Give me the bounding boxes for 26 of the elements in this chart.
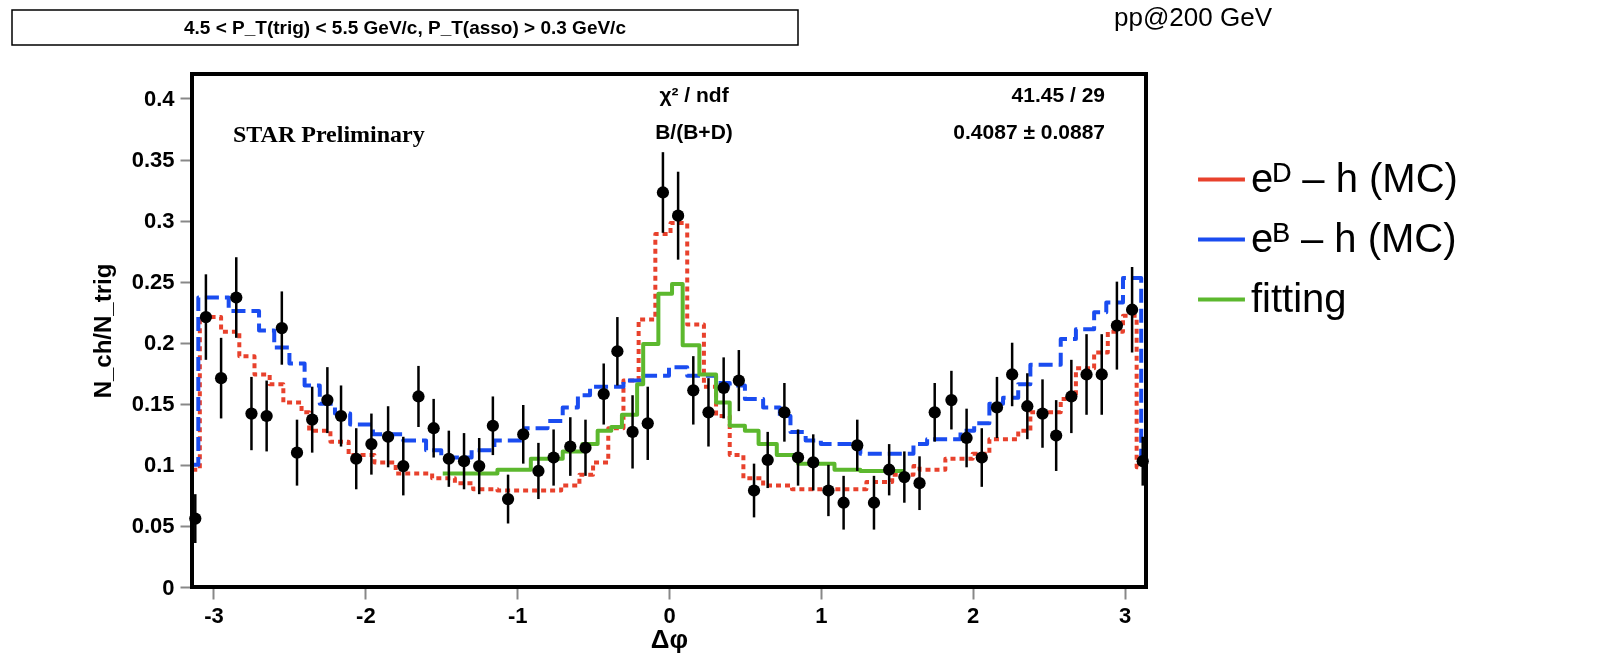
annotation: χ² / ndf	[659, 83, 730, 106]
annotation: 41.45 / 29	[1011, 83, 1105, 106]
x-tick-label: 3	[1118, 602, 1132, 628]
annotation: 0.4087 ± 0.0887	[953, 120, 1105, 143]
y-tick-label: 0.35	[131, 147, 175, 172]
legend-label: eᴰ – h (MC)	[1251, 155, 1458, 200]
text: pp@200 GeV	[1114, 2, 1273, 32]
chart-title: 4.5 < P_T(trig) < 5.5 GeV/c, P_T(asso) > 0.3 GeV/c	[184, 17, 627, 38]
y-axis-title: N_ch/N_trig	[88, 263, 116, 399]
x-tick-label: -1	[507, 602, 528, 628]
annotation: B/(B+D)	[655, 120, 733, 143]
y-tick-label: 0.3	[143, 208, 175, 234]
annotation: STAR Preliminary	[233, 121, 425, 147]
y-tick-label: 0	[162, 574, 175, 600]
y-tick-label: 0.05	[131, 513, 175, 539]
x-tick-label: 2	[967, 602, 980, 628]
x-tick-label: -3	[204, 602, 224, 628]
legend-label: fitting	[1251, 275, 1347, 320]
y-tick-label: 0.25	[131, 269, 175, 295]
legend-label: eᴮ – h (MC)	[1251, 215, 1457, 260]
y-tick-label: 0.15	[131, 391, 175, 417]
x-tick-label: 1	[815, 602, 828, 628]
x-tick-label: -2	[356, 602, 376, 628]
y-tick-label: 0.2	[143, 330, 175, 356]
y-tick-label: 0.4	[143, 85, 176, 111]
y-tick-label: 0.1	[143, 452, 175, 478]
